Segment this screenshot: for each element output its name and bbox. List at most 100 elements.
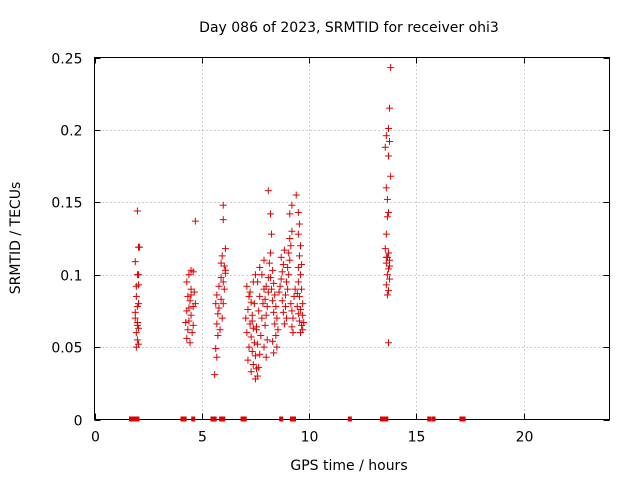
data-point — [281, 303, 289, 311]
data-point — [263, 336, 271, 344]
zero-value-marker — [459, 416, 464, 422]
zero-value-marker — [135, 416, 140, 422]
data-point — [187, 311, 195, 319]
data-point — [136, 243, 144, 251]
data-point — [288, 227, 296, 235]
data-point — [246, 288, 254, 296]
x-tick-label: 20 — [516, 430, 534, 446]
data-point — [281, 291, 289, 299]
data-point — [289, 329, 297, 337]
data-point — [382, 281, 390, 289]
x-tick-label: 5 — [198, 430, 207, 446]
data-point — [297, 242, 304, 250]
data-point — [382, 184, 390, 192]
data-point — [185, 271, 193, 279]
data-point — [287, 300, 295, 308]
data-point — [249, 278, 257, 286]
data-point — [213, 291, 221, 299]
zero-value-marker — [212, 416, 217, 422]
data-point — [386, 137, 394, 145]
data-point — [248, 347, 256, 355]
zero-value-marker — [221, 416, 226, 422]
zero-value-marker — [382, 416, 387, 422]
data-point — [269, 297, 277, 305]
data-point — [270, 349, 278, 357]
data-point — [268, 230, 276, 238]
data-point — [257, 332, 265, 340]
data-point — [132, 343, 140, 351]
data-point — [213, 353, 221, 361]
data-point — [287, 242, 295, 250]
y-tick-label: 0.05 — [51, 341, 82, 357]
data-point — [286, 235, 294, 242]
data-point — [133, 303, 141, 311]
data-point — [243, 329, 251, 337]
data-point — [182, 318, 190, 326]
data-point — [387, 172, 395, 180]
zero-value-marker — [431, 416, 436, 422]
data-point — [221, 266, 229, 274]
data-point — [260, 256, 268, 264]
data-point — [188, 329, 196, 337]
data-point — [284, 263, 292, 271]
data-point — [260, 343, 268, 351]
data-point — [243, 282, 251, 290]
plot-frame — [94, 57, 610, 420]
data-point — [288, 307, 296, 315]
zero-value-marker — [292, 416, 297, 422]
x-tick-label: 10 — [301, 430, 319, 446]
data-point — [247, 298, 255, 306]
data-point — [277, 253, 285, 261]
data-point — [384, 265, 392, 273]
data-point — [300, 318, 308, 326]
data-point — [189, 268, 197, 276]
data-point — [256, 263, 264, 271]
data-point — [269, 266, 277, 274]
data-point — [297, 305, 304, 313]
data-point — [191, 300, 199, 308]
data-point — [384, 249, 392, 257]
data-point — [191, 217, 199, 225]
data-point — [295, 252, 303, 260]
zero-value-marker — [131, 416, 136, 422]
data-point — [242, 314, 250, 322]
data-point — [266, 210, 274, 218]
data-point — [381, 245, 389, 253]
data-point — [217, 295, 225, 303]
data-point — [297, 329, 304, 337]
data-point — [273, 314, 281, 322]
x-tick-labels: 0 5 10 15 20 — [91, 430, 533, 446]
data-point — [212, 345, 220, 353]
grid-lines — [94, 57, 610, 420]
data-point — [291, 285, 299, 293]
data-point — [299, 311, 307, 319]
data-point — [266, 249, 274, 257]
zero-value-marker — [384, 416, 389, 422]
data-point — [184, 292, 192, 300]
data-point — [262, 353, 270, 361]
data-point — [294, 208, 302, 216]
data-point — [275, 288, 283, 296]
y-tick-label: 0 — [74, 414, 83, 430]
data-point — [261, 321, 269, 329]
data-point — [259, 300, 267, 308]
zero-value-marker — [191, 416, 196, 422]
data-point — [383, 195, 391, 203]
data-point — [276, 282, 284, 290]
x-tick-label: 15 — [408, 430, 426, 446]
data-point — [189, 321, 197, 329]
data-point — [250, 300, 258, 308]
data-point — [221, 245, 229, 253]
data-point — [245, 343, 253, 351]
zero-value-marker — [219, 416, 224, 422]
data-point — [293, 290, 301, 298]
data-point — [131, 314, 139, 322]
data-point — [249, 324, 257, 332]
data-point — [284, 285, 292, 293]
data-point — [219, 300, 227, 308]
data-point — [298, 285, 306, 293]
data-point — [269, 337, 277, 345]
data-point — [133, 207, 141, 215]
data-point — [288, 323, 296, 331]
data-point — [217, 274, 225, 282]
